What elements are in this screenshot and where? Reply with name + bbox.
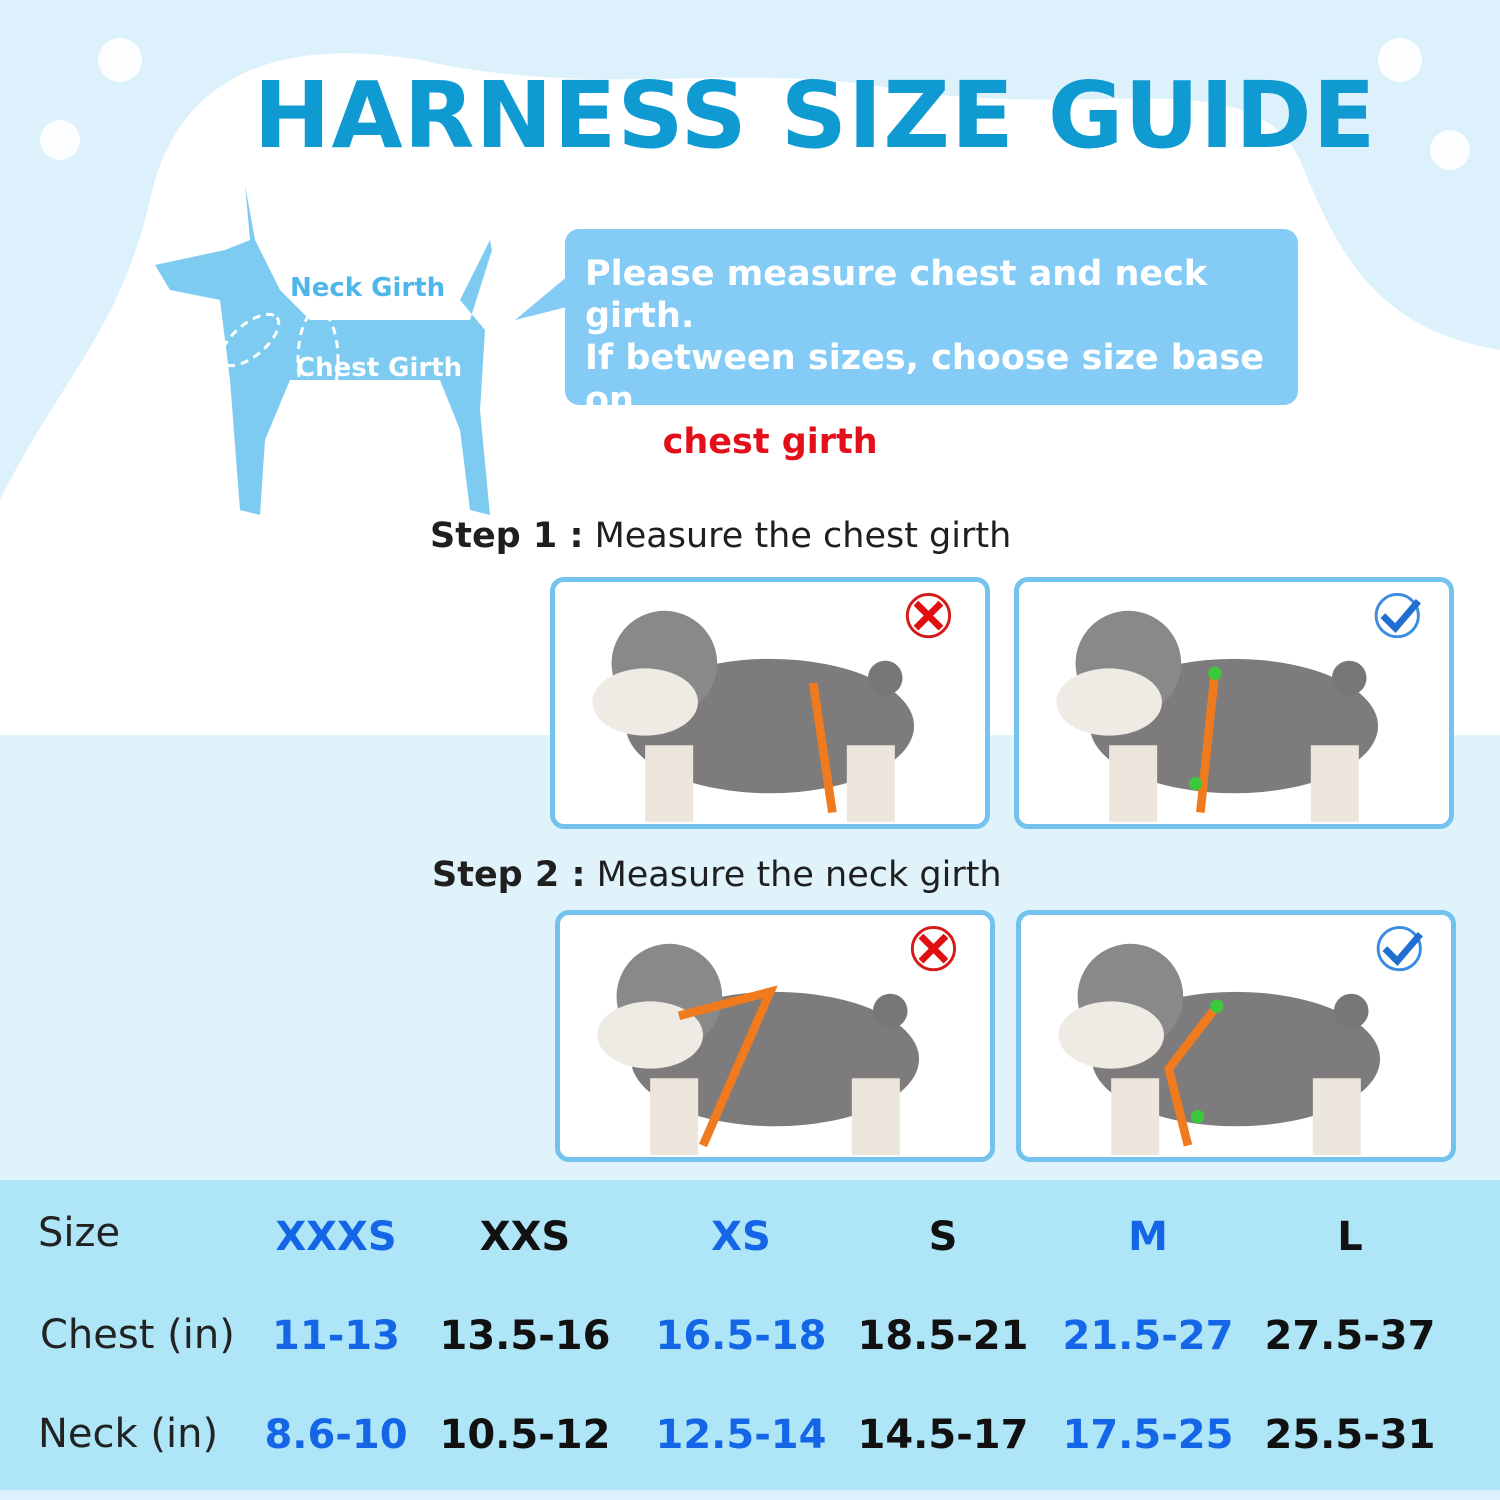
- chest-cell-xxxs: 11-13: [272, 1313, 400, 1359]
- sizes-cell-xs: XS: [711, 1214, 771, 1260]
- row-header-chest: Chest (in): [40, 1312, 235, 1358]
- chest-cell-xxs: 13.5-16: [439, 1313, 611, 1359]
- callout-line-1: Please measure chest and neck girth.: [585, 254, 1208, 336]
- step-1-correct-photo: [1014, 577, 1454, 829]
- size-chart-table: [0, 1180, 1500, 1490]
- measure-instructions-callout: Please measure chest and neck girth. If …: [565, 229, 1298, 462]
- sizes-cell-m: M: [1128, 1214, 1168, 1260]
- chest-cell-xs: 16.5-18: [655, 1313, 827, 1359]
- step-2-text: Measure the neck girth: [585, 855, 1002, 895]
- dog-photo: [1058, 926, 1423, 1156]
- sizes-cell-xxxs: XXXS: [275, 1214, 397, 1260]
- chest-girth-label: Chest Girth: [296, 353, 462, 383]
- dog-photo: [1056, 593, 1421, 823]
- step-2-heading: Step 2 : Measure the neck girth: [432, 855, 1002, 895]
- step-2-label: Step 2 :: [432, 855, 586, 895]
- dog-photo: [592, 593, 952, 823]
- neck-girth-label: Neck Girth: [290, 273, 445, 303]
- dog-photo: [597, 926, 957, 1156]
- row-header-size: Size: [38, 1210, 121, 1256]
- step-1-wrong-photo: [550, 577, 990, 829]
- red-cross-icon: [905, 593, 952, 639]
- dog-silhouette-diagram: Neck Girth Chest Girth: [155, 185, 492, 515]
- chest-girth-highlight: chest girth: [662, 422, 878, 462]
- neck-cell-xxs: 10.5-12: [439, 1412, 611, 1458]
- chest-cell-s: 18.5-21: [857, 1313, 1029, 1359]
- neck-cell-l: 25.5-31: [1264, 1412, 1436, 1458]
- chest-cell-l: 27.5-37: [1264, 1313, 1436, 1359]
- blue-check-icon: [1374, 593, 1421, 639]
- step-1-label: Step 1 :: [430, 516, 584, 556]
- callout-line-2: If between sizes, choose size base on: [585, 338, 1264, 420]
- step-2-wrong-photo: [555, 910, 995, 1162]
- callout-period: .: [877, 422, 891, 462]
- callout-text: the: [585, 422, 663, 462]
- callout-pointer: [515, 270, 575, 320]
- sizes-cell-l: L: [1337, 1214, 1363, 1260]
- neck-cell-xxxs: 8.6-10: [264, 1412, 408, 1458]
- blue-check-icon: [1376, 926, 1423, 972]
- sizes-cell-xxs: XXS: [479, 1214, 571, 1260]
- step-2-correct-photo: [1016, 910, 1456, 1162]
- step-1-heading: Step 1 : Measure the chest girth: [430, 516, 1011, 556]
- callout-line-3: the chest girth.: [585, 421, 1278, 463]
- red-cross-icon: [910, 926, 957, 972]
- paw-print-icons: [40, 38, 1470, 170]
- step-1-text: Measure the chest girth: [583, 516, 1012, 556]
- neck-cell-s: 14.5-17: [857, 1412, 1029, 1458]
- neck-cell-m: 17.5-25: [1062, 1412, 1234, 1458]
- chest-cell-m: 21.5-27: [1062, 1313, 1234, 1359]
- row-header-neck: Neck (in): [38, 1411, 219, 1457]
- sizes-cell-s: S: [928, 1214, 958, 1260]
- neck-cell-xs: 12.5-14: [655, 1412, 827, 1458]
- page-title: HARNESS SIZE GUIDE: [253, 62, 1377, 169]
